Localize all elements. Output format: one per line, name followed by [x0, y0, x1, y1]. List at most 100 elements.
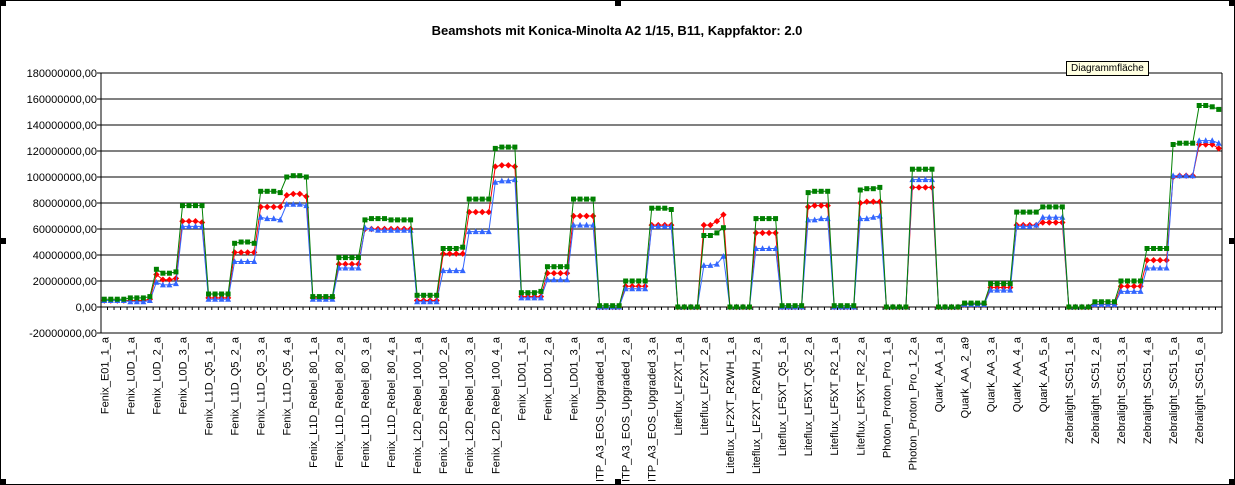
data-point — [147, 294, 153, 300]
data-point — [127, 298, 134, 305]
data-point — [172, 280, 179, 287]
data-point — [395, 217, 401, 223]
data-point — [713, 260, 720, 267]
data-point — [577, 196, 583, 202]
x-tick-label: Zebralight_SC51_3_a — [1116, 336, 1128, 444]
data-point — [662, 205, 668, 211]
data-point — [668, 207, 674, 212]
data-point — [264, 215, 271, 222]
data-point — [590, 196, 596, 202]
x-tick-label: Fenix_E01_1_a — [99, 336, 111, 414]
data-point — [263, 203, 271, 211]
data-point — [955, 304, 961, 310]
data-point — [760, 216, 766, 222]
data-point — [1053, 204, 1059, 210]
data-point — [466, 228, 473, 235]
data-point — [297, 173, 303, 179]
data-point — [563, 270, 571, 277]
data-point — [1111, 299, 1117, 305]
data-point — [524, 294, 531, 301]
data-point — [212, 295, 219, 302]
selection-handle[interactable] — [1229, 238, 1235, 244]
x-tick-label: Liteflux_LF5XT_Q5_2_a — [803, 336, 815, 456]
data-point — [707, 233, 713, 238]
data-point — [218, 295, 225, 302]
data-point — [531, 290, 537, 296]
data-point — [857, 187, 863, 193]
data-point — [1052, 219, 1060, 226]
data-point — [1209, 141, 1216, 148]
data-point — [185, 218, 193, 225]
chart-title: Beamshots mit Konica-Minolta A2 1/15, B1… — [432, 23, 803, 38]
y-tick-label: 0,00 — [76, 302, 97, 314]
selection-handle[interactable] — [1229, 0, 1235, 6]
selection-handle[interactable] — [1229, 479, 1235, 485]
data-point — [1150, 257, 1157, 264]
data-point — [374, 227, 381, 233]
data-point — [1163, 257, 1170, 264]
data-point — [290, 173, 296, 179]
x-tick-label: Zebralight_SC51_1_a — [1064, 336, 1076, 444]
data-point — [453, 246, 459, 251]
data-point — [981, 300, 987, 306]
selection-handle[interactable] — [615, 479, 621, 485]
data-point — [1209, 137, 1216, 144]
data-point — [381, 227, 388, 233]
data-point — [772, 229, 779, 237]
data-point — [401, 227, 408, 233]
data-point — [1052, 214, 1059, 220]
data-point — [714, 230, 720, 236]
data-point — [1046, 214, 1053, 220]
data-point — [140, 298, 147, 305]
data-point — [550, 270, 558, 277]
data-point — [479, 208, 486, 216]
data-point — [492, 145, 498, 151]
selection-handle[interactable] — [0, 238, 6, 244]
x-tick-label: Fenix_LD01_1_a — [516, 336, 528, 421]
data-point — [153, 266, 159, 272]
data-point — [844, 303, 850, 309]
data-point — [1170, 142, 1176, 147]
data-point — [584, 196, 590, 202]
data-point — [883, 304, 889, 310]
data-point — [1177, 140, 1183, 146]
data-point — [903, 304, 909, 310]
selection-handle[interactable] — [0, 0, 6, 6]
data-point — [348, 264, 355, 271]
data-point — [557, 270, 564, 277]
data-point — [707, 221, 714, 229]
selection-handle[interactable] — [0, 479, 6, 485]
chart-area-tooltip: Diagrammfläche — [1066, 61, 1149, 76]
x-tick-label: Liteflux_LF5XT_R2_1_a — [829, 336, 841, 456]
x-tick-label: Fenix_L2D_Rebel_100_4_a — [490, 336, 502, 474]
data-point — [713, 218, 721, 225]
data-point — [1163, 264, 1170, 271]
data-point — [987, 286, 994, 293]
data-point — [1079, 304, 1085, 310]
data-point — [251, 258, 258, 264]
data-point — [1033, 209, 1039, 215]
data-point — [851, 303, 857, 309]
data-point — [303, 174, 309, 180]
data-point — [505, 144, 511, 150]
data-point — [114, 296, 120, 302]
data-point — [283, 192, 290, 199]
data-point — [1131, 278, 1137, 284]
data-point — [316, 294, 322, 300]
data-point — [270, 215, 277, 222]
data-point — [544, 276, 551, 283]
data-point — [446, 250, 453, 257]
data-point — [870, 214, 877, 220]
data-point — [700, 262, 707, 268]
data-point — [355, 264, 362, 271]
data-point — [740, 304, 746, 310]
x-tick-label: Zebralight_SC51_6_a — [1194, 336, 1206, 444]
x-tick-label: Fenix_L2D_Rebel_100_3_a — [464, 336, 476, 474]
data-point — [498, 177, 505, 184]
selection-handle[interactable] — [615, 0, 621, 6]
data-point — [421, 292, 427, 298]
data-point — [499, 144, 505, 150]
data-point — [447, 246, 453, 251]
